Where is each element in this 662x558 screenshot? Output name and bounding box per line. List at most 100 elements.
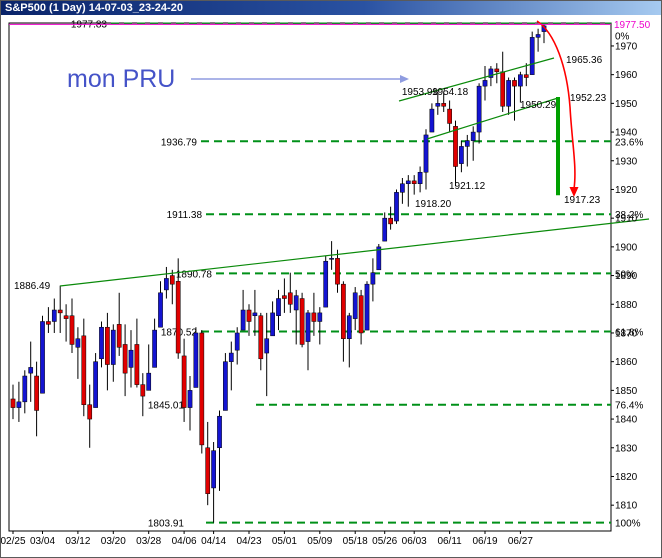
price-tick-label: 1890 [615, 271, 638, 282]
candle-body [264, 338, 270, 354]
fib-percent-label: 38.2% [615, 210, 643, 221]
candle-body [57, 309, 63, 314]
candle-body [99, 326, 104, 360]
candle-body [169, 275, 175, 285]
candle-body [441, 103, 447, 107]
candle-body [376, 246, 382, 271]
candle-body [287, 292, 293, 305]
price-tick-label: 1860 [615, 357, 638, 368]
candle-body [16, 401, 22, 408]
trendline[interactable] [426, 97, 559, 140]
candle-body [246, 309, 252, 322]
candle-body [81, 335, 87, 405]
candle-body [199, 332, 205, 446]
date-tick-label: 04/14 [201, 536, 226, 547]
candle-body [116, 324, 122, 348]
candle-body [447, 108, 452, 124]
candle-body [217, 415, 222, 449]
candle-body [87, 404, 93, 420]
candle-body [234, 332, 240, 351]
date-tick-label: 02/25 [1, 536, 26, 547]
candle-body [258, 315, 264, 360]
trendline[interactable] [59, 218, 650, 287]
swing-price-label: 1886.49 [14, 281, 51, 292]
candle-body [435, 103, 441, 107]
candle-body [110, 329, 116, 365]
date-tick-label: 06/03 [402, 536, 427, 547]
price-tick-label: 1820 [615, 472, 638, 483]
candle-body [423, 134, 429, 173]
swing-price-label: 1950.29 [520, 100, 557, 111]
candle-body [211, 450, 216, 489]
candle-body [382, 217, 388, 242]
candle-body [335, 258, 340, 285]
candle-body [364, 283, 370, 331]
price-tick-label: 1850 [615, 386, 638, 397]
candle-body [341, 283, 346, 339]
price-tick-label: 1830 [615, 443, 638, 454]
candle-body [282, 295, 287, 299]
fib-percent-label: 61.8% [615, 327, 643, 338]
candle-body [411, 180, 417, 184]
date-tick-label: 05/01 [272, 536, 297, 547]
candle-body [181, 355, 187, 408]
swing-price-label: 1952.23 [570, 93, 607, 104]
candle-body [518, 74, 523, 87]
fib-price-label: 1803.91 [148, 519, 185, 530]
candle-body [128, 349, 134, 368]
fib-price-label: 1890.78 [176, 269, 213, 280]
candle-body [293, 295, 299, 311]
candle-body [240, 309, 246, 331]
trendline[interactable] [398, 57, 555, 102]
candle-body [276, 298, 281, 316]
candle-body [346, 315, 352, 339]
candle-body [51, 309, 57, 322]
price-tick-label: 1900 [615, 242, 638, 253]
candle-body [122, 344, 128, 374]
candle-body [252, 312, 258, 316]
candle-body [205, 447, 211, 494]
candle-body [305, 312, 311, 342]
date-tick-label: 03/04 [30, 536, 55, 547]
fib-price-label: 1977.83 [71, 19, 108, 30]
price-tick-label: 1940 [615, 128, 638, 139]
candle-body [158, 292, 163, 328]
candle-body [482, 80, 488, 87]
price-tick-label: 1880 [615, 300, 638, 311]
date-tick-label: 06/27 [508, 536, 533, 547]
date-tick-label: 05/09 [307, 536, 332, 547]
candle-body [105, 326, 110, 365]
candle-body [317, 312, 323, 322]
candle-body [34, 375, 39, 411]
date-tick-label: 03/20 [101, 536, 126, 547]
candle-body [323, 260, 329, 308]
price-tick-label: 1970 [615, 41, 638, 52]
price-tick-label: 1920 [615, 185, 638, 196]
fib-price-label: 1911.38 [167, 210, 203, 221]
date-tick-label: 03/12 [65, 536, 90, 547]
mon-pru-label[interactable]: mon PRU [67, 65, 175, 93]
candle-body [476, 85, 482, 133]
price-tick-label: 1840 [615, 415, 638, 426]
candle-body [134, 344, 140, 385]
candle-body [22, 375, 28, 403]
date-tick-label: 04/23 [236, 536, 261, 547]
chart-canvas[interactable]: 1977.83 0% 1936.79 23.6% 1911.38 38.2% 1890.78… [1, 15, 661, 557]
candle-body [140, 384, 146, 397]
last-price-label: 1977.50 [614, 20, 651, 31]
candle-body [529, 37, 535, 75]
candle-body [63, 315, 69, 319]
window-titlebar[interactable]: S&P500 (1 Day) 14-07-03_23-24-20 [1, 1, 661, 15]
candle-body [28, 367, 34, 374]
candle-body [394, 192, 399, 222]
fib-percent-label: 76.4% [615, 401, 643, 412]
candle-body [358, 295, 364, 334]
date-tick-label: 05/26 [372, 536, 397, 547]
date-tick-label: 05/18 [343, 536, 368, 547]
candle-body [187, 390, 193, 408]
candle-body [405, 180, 411, 184]
projection-arrow-path[interactable] [536, 20, 576, 190]
candle-body [417, 171, 423, 184]
price-tick-label: 1910 [615, 214, 638, 225]
